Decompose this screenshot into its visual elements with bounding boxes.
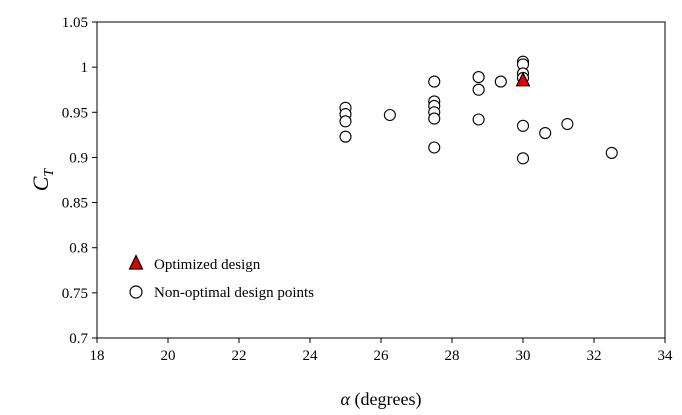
y-tick-label: 0.9 — [69, 150, 88, 166]
data-point-circle — [428, 75, 441, 88]
x-tick-label: 18 — [90, 348, 105, 364]
x-tick-label: 20 — [161, 348, 176, 364]
y-tick-label: 1.05 — [62, 15, 88, 31]
x-axis-label: α (degrees) — [341, 389, 422, 410]
y-tick-label: 1 — [81, 60, 89, 76]
x-tick-label: 32 — [587, 348, 602, 364]
legend: Optimized design Non-optimal design poin… — [128, 254, 314, 301]
data-point-circle — [339, 130, 352, 143]
data-point-circle — [472, 71, 485, 84]
legend-triangle-marker — [128, 254, 144, 270]
x-tick-label: 30 — [516, 348, 531, 364]
data-point-circle — [428, 112, 441, 125]
data-point-circle — [516, 119, 530, 132]
data-point-circle — [472, 83, 485, 96]
y-tick-label: 0.75 — [62, 286, 88, 302]
y-axis: 0.7 0.75 0.8 0.85 0.9 0.95 1 1.05 — [62, 15, 97, 347]
x-tick-label: 22 — [232, 348, 247, 364]
legend-label-non-optimal: Non-optimal design points — [154, 285, 314, 301]
data-point-circle — [605, 146, 618, 159]
data-points — [339, 55, 618, 165]
y-tick-label: 0.7 — [69, 331, 88, 347]
data-point-circle — [539, 127, 552, 140]
y-tick-label: 0.95 — [62, 105, 88, 121]
x-tick-label: 24 — [303, 348, 319, 364]
x-tick-label: 28 — [445, 348, 460, 364]
x-tick-label: 26 — [374, 348, 390, 364]
data-point-circle — [472, 113, 485, 126]
data-point-triangle — [515, 71, 531, 87]
x-tick-label: 34 — [658, 348, 674, 364]
y-tick-label: 0.85 — [62, 196, 88, 212]
legend-circle-marker — [129, 285, 143, 299]
data-point-circle — [516, 152, 530, 165]
y-axis-label: CT — [28, 168, 57, 192]
data-point-circle — [561, 117, 574, 131]
data-point-circle — [494, 75, 507, 88]
data-point-circle — [383, 108, 396, 122]
y-tick-label: 0.8 — [69, 241, 88, 257]
legend-label-optimized: Optimized design — [154, 257, 261, 273]
data-point-circle — [428, 141, 441, 154]
data-point-circle — [339, 115, 352, 128]
x-axis: 18 20 22 24 26 28 30 32 34 — [90, 338, 674, 364]
